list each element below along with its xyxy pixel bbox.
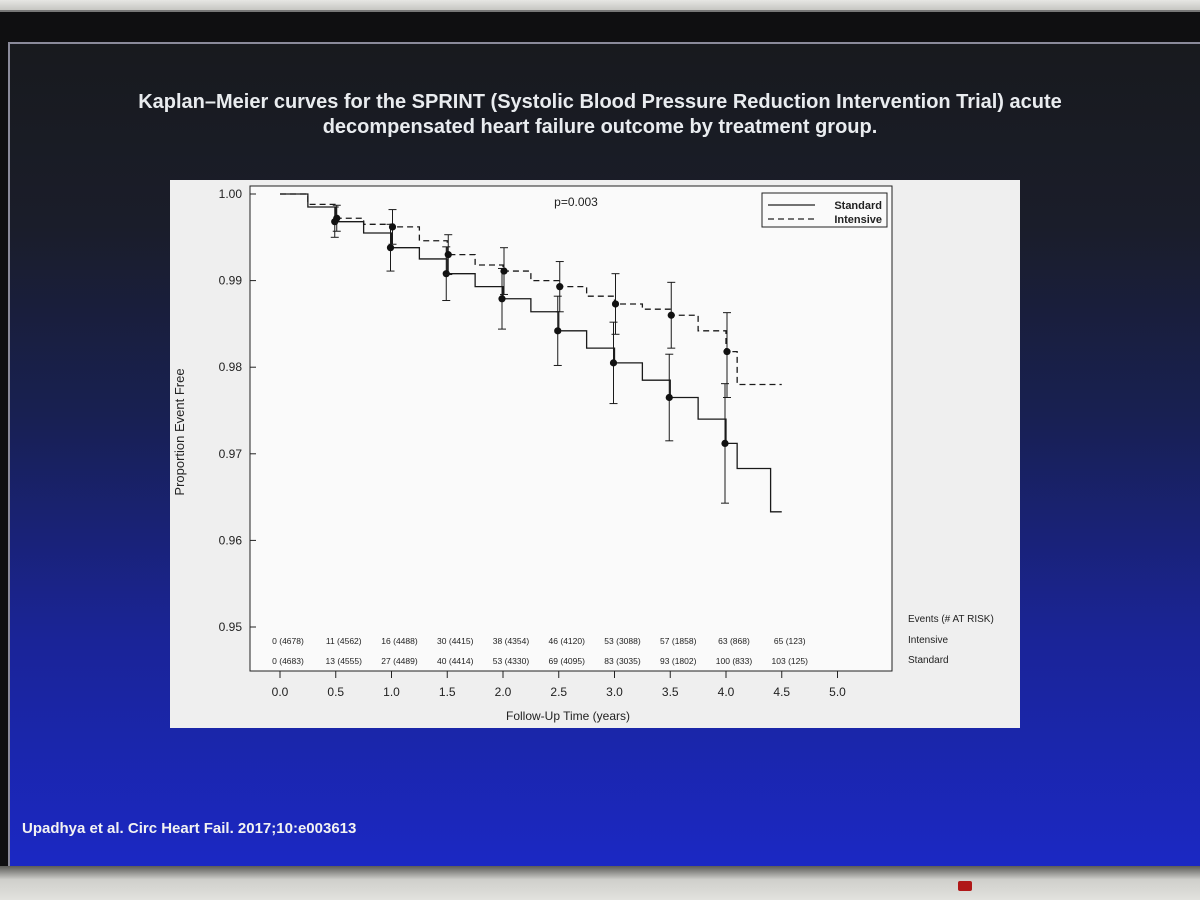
y-tick-label: 0.95 [219, 620, 243, 634]
x-tick-label: 0.0 [272, 685, 289, 699]
risk-table-cell: 38 (4354) [493, 636, 530, 646]
y-tick-label: 0.99 [219, 274, 243, 288]
data-point [444, 251, 452, 259]
risk-table-cell: 13 (4555) [326, 656, 363, 666]
x-tick-label: 0.5 [327, 685, 344, 699]
risk-table-cell: 65 (123) [774, 636, 806, 646]
risk-table-cell: 0 (4678) [272, 636, 304, 646]
legend: Standard Intensive [761, 192, 888, 228]
x-axis: 0.0 0.5 1.0 1.5 2.0 2.5 3.0 3.5 4.0 4.5 5.0 [250, 670, 892, 699]
x-tick-label: 2.5 [550, 685, 567, 699]
x-tick-label: 4.0 [718, 685, 735, 699]
data-point [723, 348, 731, 356]
y-tick-label: 0.98 [219, 360, 243, 374]
y-axis: 0.95 0.96 0.97 0.98 0.99 1.00 [219, 187, 256, 634]
y-tick-label: 0.96 [219, 533, 243, 547]
risk-table-row-label: Intensive [908, 635, 948, 646]
x-tick-label: 3.0 [606, 685, 623, 699]
data-point [388, 223, 397, 231]
data-point [554, 327, 562, 335]
data-point [665, 393, 673, 402]
risk-table-cell: 30 (4415) [437, 636, 474, 646]
risk-table-cell: 0 (4683) [272, 656, 304, 666]
data-point [500, 267, 508, 275]
legend-label-intensive: Intensive [834, 214, 882, 226]
slide-title: Kaplan–Meier curves for the SPRINT (Syst… [138, 91, 1062, 138]
series-line-intensive [280, 193, 782, 386]
risk-table-cell: 11 (4562) [326, 636, 362, 646]
risk-table-cell: 46 (4120) [549, 636, 586, 646]
x-tick-label: 5.0 [829, 685, 846, 699]
risk-table-cell: 53 (3088) [604, 636, 641, 646]
risk-table-cell: 63 (868) [718, 636, 750, 646]
risk-table-header: Events (# AT RISK) [908, 614, 994, 625]
risk-table-row-label: Standard [908, 655, 949, 666]
risk-table-cell: 16 (4488) [381, 636, 418, 646]
x-tick-label: 4.5 [773, 685, 790, 699]
monitor-bottom-bezel [0, 866, 1200, 900]
risk-table-cell: 93 (1802) [660, 656, 697, 666]
risk-table-cell: 100 (833) [716, 656, 753, 666]
legend-box [761, 192, 888, 228]
x-tick-label: 3.5 [662, 685, 679, 699]
x-tick-label: 1.5 [439, 685, 456, 699]
series-layer [280, 193, 782, 513]
series-line-standard [280, 193, 782, 513]
data-point [609, 359, 618, 367]
x-tick-label: 2.0 [495, 685, 512, 699]
x-tick-label: 1.0 [383, 685, 400, 699]
risk-table: Events (# AT RISK) 0 (4678) 11 (4562) 16 (4… [272, 614, 994, 666]
km-chart: 0.95 0.96 0.97 0.98 0.99 1.00 0.0 0.5 1.0 1.5 2.0… [172, 185, 994, 723]
y-axis-label: Proportion Event Free [172, 368, 187, 495]
risk-table-cell: 57 (1858) [660, 636, 697, 646]
data-point [498, 295, 506, 303]
plot-area [249, 185, 893, 672]
data-point [611, 300, 620, 308]
data-point [556, 283, 564, 291]
risk-table-cell: 27 (4489) [381, 656, 418, 666]
citation: Upadhya et al. Circ Heart Fail. 2017;10:… [22, 820, 357, 837]
risk-table-cell: 69 (4095) [549, 656, 586, 666]
legend-label-standard: Standard [834, 200, 882, 212]
chart-panel: 0.95 0.96 0.97 0.98 0.99 1.00 0.0 0.5 1.0 1.5 2.0… [170, 180, 1020, 728]
x-axis-label: Follow-Up Time (years) [506, 709, 630, 723]
data-point [667, 311, 675, 319]
risk-table-cell: 40 (4414) [437, 656, 474, 666]
data-point [386, 244, 395, 252]
power-indicator [958, 881, 972, 891]
risk-table-cell: 103 (125) [772, 656, 809, 666]
data-point [442, 270, 450, 278]
data-point [333, 214, 341, 222]
risk-table-cell: 83 (3035) [604, 656, 641, 666]
data-point [721, 439, 729, 448]
y-tick-label: 1.00 [219, 187, 243, 201]
risk-table-cell: 53 (4330) [493, 656, 530, 666]
y-tick-label: 0.97 [219, 447, 243, 461]
p-value-annotation: p=0.003 [554, 195, 598, 209]
